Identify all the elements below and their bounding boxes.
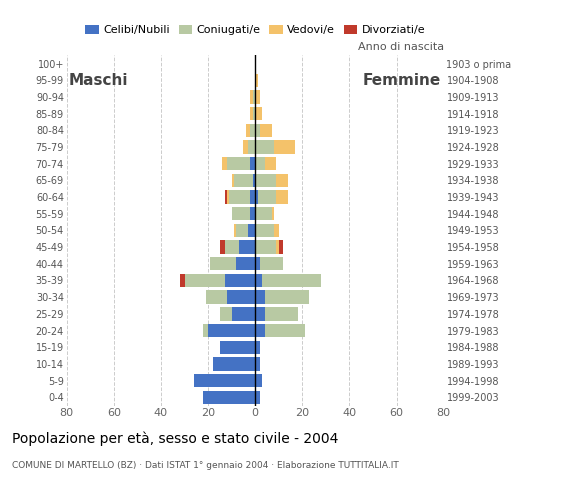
- Bar: [277, 174, 288, 187]
- Bar: [239, 240, 255, 254]
- Bar: [255, 191, 258, 204]
- Bar: [255, 107, 262, 120]
- Bar: [253, 90, 255, 104]
- Bar: [255, 207, 271, 220]
- Bar: [255, 257, 260, 270]
- Bar: [237, 224, 248, 237]
- Bar: [255, 357, 260, 371]
- Bar: [246, 124, 251, 137]
- Bar: [251, 157, 255, 170]
- Bar: [231, 207, 251, 220]
- Bar: [227, 290, 255, 304]
- Bar: [220, 340, 255, 354]
- Bar: [208, 324, 255, 337]
- Bar: [231, 307, 255, 321]
- Bar: [260, 257, 284, 270]
- Text: Popolazione per età, sesso e stato civile - 2004: Popolazione per età, sesso e stato civil…: [12, 432, 338, 446]
- Bar: [227, 157, 251, 170]
- Bar: [255, 240, 277, 254]
- Bar: [264, 290, 309, 304]
- Bar: [255, 374, 262, 387]
- Bar: [274, 224, 279, 237]
- Bar: [229, 191, 251, 204]
- Bar: [264, 157, 277, 170]
- Bar: [224, 274, 255, 287]
- Bar: [255, 157, 264, 170]
- Bar: [244, 140, 248, 154]
- Bar: [204, 391, 255, 404]
- Bar: [255, 73, 258, 87]
- Bar: [227, 191, 229, 204]
- Text: Maschi: Maschi: [69, 73, 129, 88]
- Bar: [271, 207, 274, 220]
- Bar: [255, 324, 264, 337]
- Bar: [206, 290, 227, 304]
- Bar: [255, 90, 260, 104]
- Bar: [262, 274, 321, 287]
- Text: Femmine: Femmine: [363, 73, 441, 88]
- Bar: [184, 274, 224, 287]
- Bar: [220, 240, 224, 254]
- Legend: Celibi/Nubili, Coniugati/e, Vedovi/e, Divorziati/e: Celibi/Nubili, Coniugati/e, Vedovi/e, Di…: [81, 21, 430, 40]
- Bar: [251, 124, 255, 137]
- Text: Anno di nascita: Anno di nascita: [358, 42, 444, 52]
- Bar: [224, 191, 227, 204]
- Bar: [251, 107, 253, 120]
- Bar: [213, 357, 255, 371]
- Bar: [264, 324, 304, 337]
- Bar: [211, 257, 237, 270]
- Bar: [255, 224, 274, 237]
- Bar: [279, 240, 284, 254]
- Bar: [237, 257, 255, 270]
- Bar: [277, 240, 279, 254]
- Bar: [274, 140, 295, 154]
- Bar: [255, 307, 264, 321]
- Bar: [248, 224, 255, 237]
- Bar: [231, 174, 234, 187]
- Bar: [255, 340, 260, 354]
- Bar: [180, 274, 184, 287]
- Bar: [194, 374, 255, 387]
- Bar: [251, 207, 255, 220]
- Bar: [255, 290, 264, 304]
- Bar: [255, 391, 260, 404]
- Bar: [260, 124, 271, 137]
- Bar: [220, 307, 231, 321]
- Bar: [255, 274, 262, 287]
- Bar: [264, 307, 298, 321]
- Bar: [253, 174, 255, 187]
- Bar: [251, 191, 255, 204]
- Bar: [255, 124, 260, 137]
- Text: COMUNE DI MARTELLO (BZ) · Dati ISTAT 1° gennaio 2004 · Elaborazione TUTTITALIA.I: COMUNE DI MARTELLO (BZ) · Dati ISTAT 1° …: [12, 461, 398, 470]
- Bar: [277, 191, 288, 204]
- Bar: [234, 174, 253, 187]
- Bar: [253, 107, 255, 120]
- Bar: [234, 224, 237, 237]
- Bar: [255, 174, 277, 187]
- Bar: [258, 191, 277, 204]
- Bar: [251, 90, 253, 104]
- Bar: [204, 324, 208, 337]
- Bar: [248, 140, 255, 154]
- Bar: [255, 140, 274, 154]
- Bar: [224, 240, 239, 254]
- Bar: [222, 157, 227, 170]
